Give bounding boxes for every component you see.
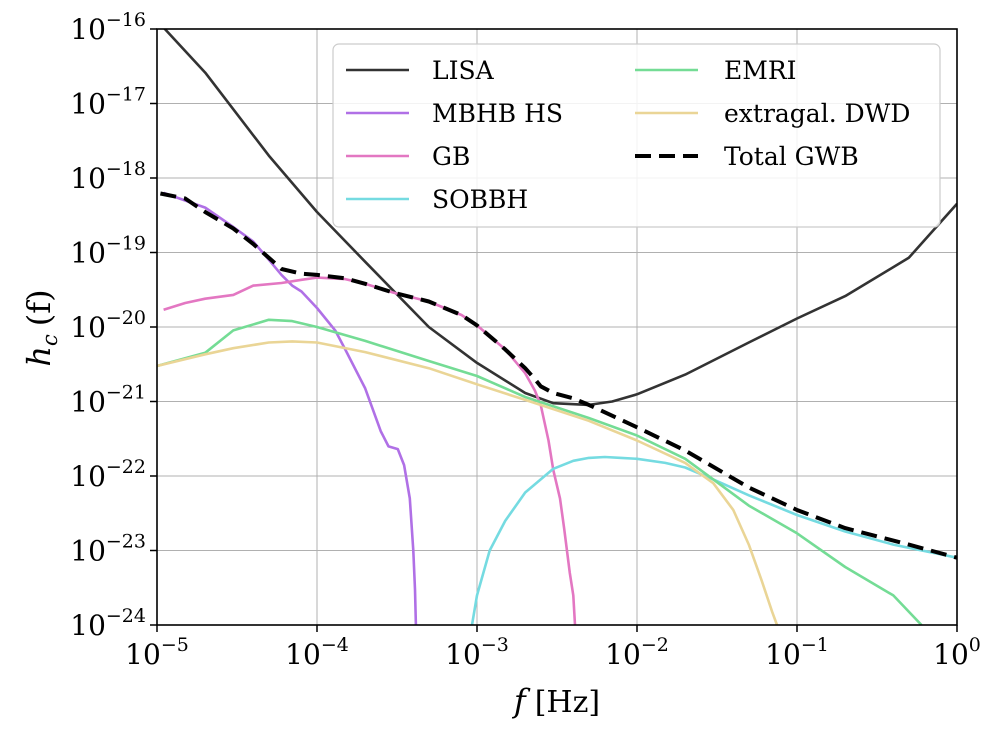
legend-item: GB [346, 142, 470, 171]
y-tick-label: 10−16 [70, 9, 146, 46]
legend-label: EMRI [724, 56, 797, 85]
legend-label: extragal. DWD [724, 99, 910, 128]
legend-label: LISA [432, 56, 495, 85]
y-tick-label: 10−20 [70, 307, 146, 344]
y-axis-label-var: h [20, 346, 58, 367]
x-axis-label-var: f [512, 682, 531, 720]
x-tick-label: 10−5 [125, 634, 189, 671]
y-tick-label: 10−17 [70, 84, 146, 121]
series-line-extragal-dwd [157, 340, 779, 625]
legend-item: SOBBH [346, 185, 528, 214]
legend-item: EMRI [635, 56, 797, 85]
x-axis-label-unit: [Hz] [535, 685, 600, 720]
series-line-mbhb-hs [163, 191, 418, 625]
y-tick-label: 10−24 [70, 605, 146, 642]
series-layer [157, 29, 957, 625]
y-axis-label: hc (f) [20, 289, 62, 366]
legend: LISA MBHB HS GB SOBBH EMRI extragal. DWD Total… [332, 43, 941, 228]
legend-label: SOBBH [432, 185, 528, 214]
y-tick-label: 10−19 [70, 233, 146, 270]
legend-item: Total GWB [635, 142, 859, 171]
y-tick-label: 10−21 [70, 382, 146, 419]
y-axis-label-arg: (f) [20, 289, 58, 326]
x-tick-label: 10−4 [285, 634, 349, 671]
series-line-emri [157, 318, 923, 625]
series-line-sobbh [470, 455, 957, 625]
legend-box [332, 43, 941, 228]
legend-item: MBHB HS [346, 99, 563, 128]
y-tick-label: 10−23 [70, 531, 146, 568]
series-line-lisa [163, 29, 957, 407]
legend-label: Total GWB [724, 142, 859, 171]
ticks: 10−5 10−4 10−3 10−2 10−1 100 10−16 10−17 10−18 10… [70, 9, 981, 671]
x-tick-label: 10−2 [605, 634, 669, 671]
x-axis-label: f [Hz] [512, 682, 600, 720]
series-line-gb [163, 276, 577, 625]
x-tick-label: 10−1 [765, 634, 829, 671]
legend-item: extragal. DWD [635, 99, 910, 128]
x-tick-label: 10−3 [445, 634, 509, 671]
legend-label: MBHB HS [432, 99, 563, 128]
y-tick-label: 10−22 [70, 456, 146, 493]
series-line-total-gwb [160, 191, 957, 560]
y-axis-label-sub: c [38, 334, 62, 346]
y-tick-label: 10−18 [70, 158, 146, 195]
legend-item: LISA [346, 56, 495, 85]
x-tick-label: 100 [933, 634, 981, 671]
legend-label: GB [432, 142, 470, 171]
